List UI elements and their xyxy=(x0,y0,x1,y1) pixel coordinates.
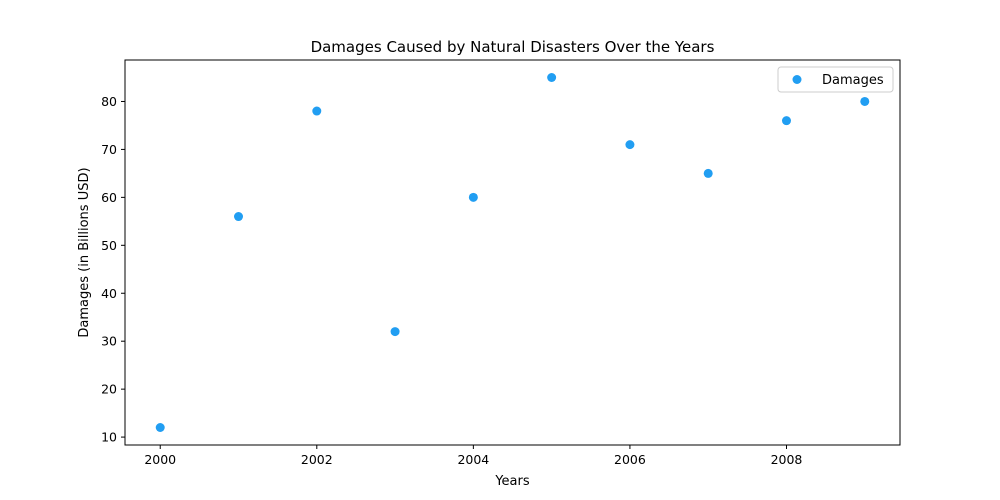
y-tick-label: 60 xyxy=(101,190,117,205)
y-tick-label: 40 xyxy=(101,286,117,301)
y-tick-label: 30 xyxy=(101,334,117,349)
y-tick-label: 70 xyxy=(101,142,117,157)
data-point xyxy=(155,423,165,432)
data-point xyxy=(390,327,400,337)
y-axis-label: Damages (in Billions USD) xyxy=(77,167,92,337)
data-point xyxy=(312,106,322,116)
legend-marker xyxy=(792,75,802,84)
axis-ticks: 2000 2002 2004 2006 2008 10 20 30 40 50 60 70 80 xyxy=(101,94,802,467)
data-point xyxy=(781,116,791,126)
data-points xyxy=(155,73,870,432)
y-tick-label: 20 xyxy=(101,382,117,397)
legend: Damages xyxy=(777,66,894,93)
plot-area-frame xyxy=(124,59,901,446)
y-tick-label: 50 xyxy=(101,238,117,253)
x-axis-label: Years xyxy=(494,474,530,489)
x-tick-label: 2004 xyxy=(457,452,489,467)
legend-box xyxy=(777,66,894,93)
x-tick-label: 2000 xyxy=(144,452,176,467)
y-tick-label: 10 xyxy=(101,430,117,445)
data-point xyxy=(625,140,635,150)
data-point xyxy=(703,168,713,178)
legend-label: Damages xyxy=(822,73,884,88)
data-point xyxy=(860,96,870,106)
data-point xyxy=(468,192,478,202)
data-point xyxy=(234,212,244,222)
x-tick-label: 2002 xyxy=(301,452,333,467)
x-tick-label: 2008 xyxy=(771,452,803,467)
chart-title: Damages Caused by Natural Disasters Over… xyxy=(311,38,715,56)
y-tick-label: 80 xyxy=(101,94,117,109)
data-point xyxy=(547,73,557,82)
x-tick-label: 2006 xyxy=(614,452,646,467)
